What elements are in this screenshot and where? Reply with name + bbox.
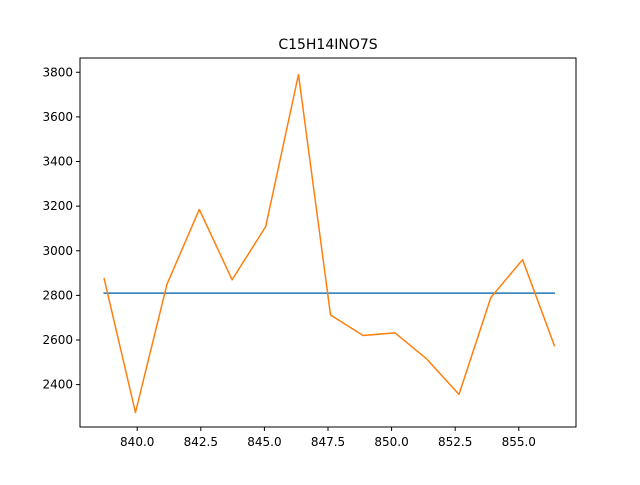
series-layer (103, 73, 556, 414)
axes-layer: 840.0 842.5 845.0 847.5 850.0 852.5 855.0 2400 2… (42, 57, 577, 449)
x-tick-label: 842.5 (184, 435, 218, 449)
x-tick-label: 847.5 (311, 435, 345, 449)
chart-title: C15H14INO7S (278, 37, 377, 53)
x-tick-label: 852.5 (438, 435, 472, 449)
x-tick-label: 845.0 (247, 435, 281, 449)
x-tick-label: 855.0 (502, 435, 536, 449)
series-line-2 (103, 73, 556, 414)
y-tick-label: 3000 (42, 244, 73, 258)
y-tick-label: 3600 (42, 110, 73, 124)
y-tick-label: 2400 (42, 378, 73, 392)
y-tick-label: 3800 (42, 65, 73, 79)
x-tick-label: 850.0 (374, 435, 408, 449)
y-tick-label: 3200 (42, 199, 73, 213)
y-tick-label: 3400 (42, 155, 73, 169)
y-tick-label: 2800 (42, 288, 73, 302)
x-tick-label: 840.0 (120, 435, 154, 449)
y-tick-label: 2600 (42, 333, 73, 347)
